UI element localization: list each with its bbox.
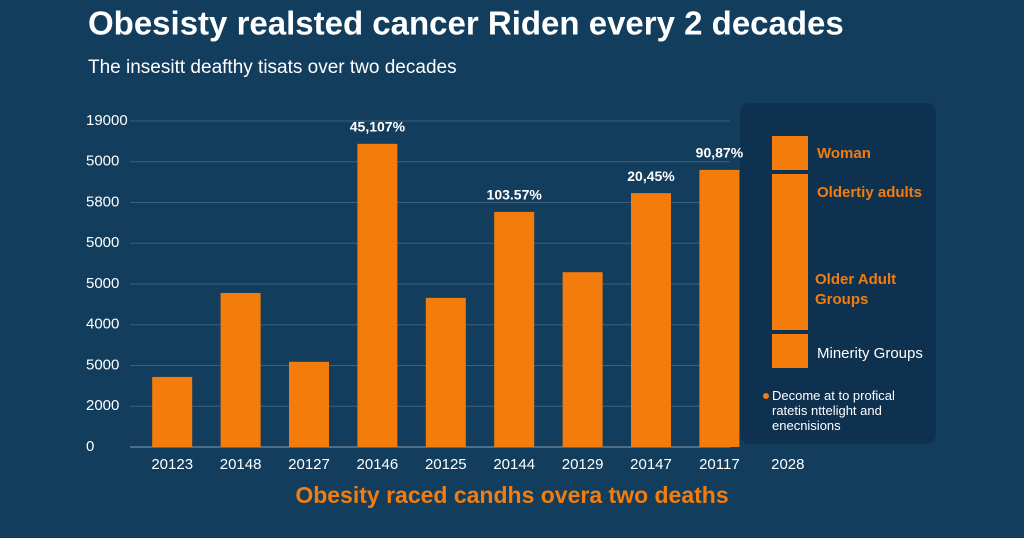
x-tick-label: 20147 <box>630 456 672 473</box>
x-tick-label: 20123 <box>151 456 193 473</box>
x-tick-label: 20125 <box>425 456 467 473</box>
x-tick-label: 20146 <box>357 456 399 473</box>
bar <box>631 193 671 447</box>
y-tick-label: 5800 <box>86 193 119 210</box>
data-annotation: 90,87% <box>696 145 744 161</box>
bar <box>289 361 329 447</box>
x-tick-label: 20144 <box>493 456 535 473</box>
x-tick-label: 20148 <box>220 456 262 473</box>
x-tick-label: 20129 <box>562 456 604 473</box>
bar <box>357 143 398 447</box>
legend-label: Oldertiy adults <box>817 184 922 201</box>
legend-label-box: Older Adult Groups <box>815 271 897 308</box>
data-annotation: 20,45% <box>627 168 675 184</box>
y-tick-label: 5000 <box>86 153 119 170</box>
y-tick-label: 4000 <box>86 316 119 333</box>
data-annotation: 103.57% <box>487 187 543 203</box>
y-tick-label: 19000 <box>86 112 128 129</box>
data-annotation: 45,107% <box>350 119 406 135</box>
x-axis-title: Obesity raced candhs overa two deaths <box>295 482 728 508</box>
legend-swatch <box>772 334 808 368</box>
legend-note: Decome at to profical ratetis nttelight … <box>772 388 895 433</box>
legend-label: Minerity Groups <box>817 345 923 362</box>
y-tick-label: 5000 <box>86 356 119 373</box>
y-tick-label: 5000 <box>86 234 119 251</box>
chart-subtitle: The insesitt deafthy tisats over two dec… <box>88 57 457 78</box>
bar <box>494 211 535 447</box>
legend-note-box: Decome at to profical ratetis nttelight … <box>772 388 895 433</box>
bar <box>699 169 740 447</box>
bar <box>152 376 193 447</box>
chart-title: Obesisty realsted cancer Riden every 2 d… <box>88 5 844 42</box>
x-tick-label: 2028 <box>771 456 804 473</box>
x-tick-label: 20117 <box>699 456 740 473</box>
bar <box>425 297 466 447</box>
y-tick-label: 5000 <box>86 275 119 292</box>
bar <box>220 292 261 447</box>
legend-swatch <box>772 174 808 330</box>
y-tick-label: 0 <box>86 438 94 455</box>
legend-swatch <box>772 136 808 170</box>
x-tick-label: 20127 <box>288 456 330 473</box>
y-tick-label: 2000 <box>86 397 119 414</box>
legend-label: Woman <box>817 145 871 162</box>
bar <box>562 272 603 447</box>
legend-bullet <box>763 393 769 399</box>
legend-label: Older Adult Groups <box>815 271 897 308</box>
